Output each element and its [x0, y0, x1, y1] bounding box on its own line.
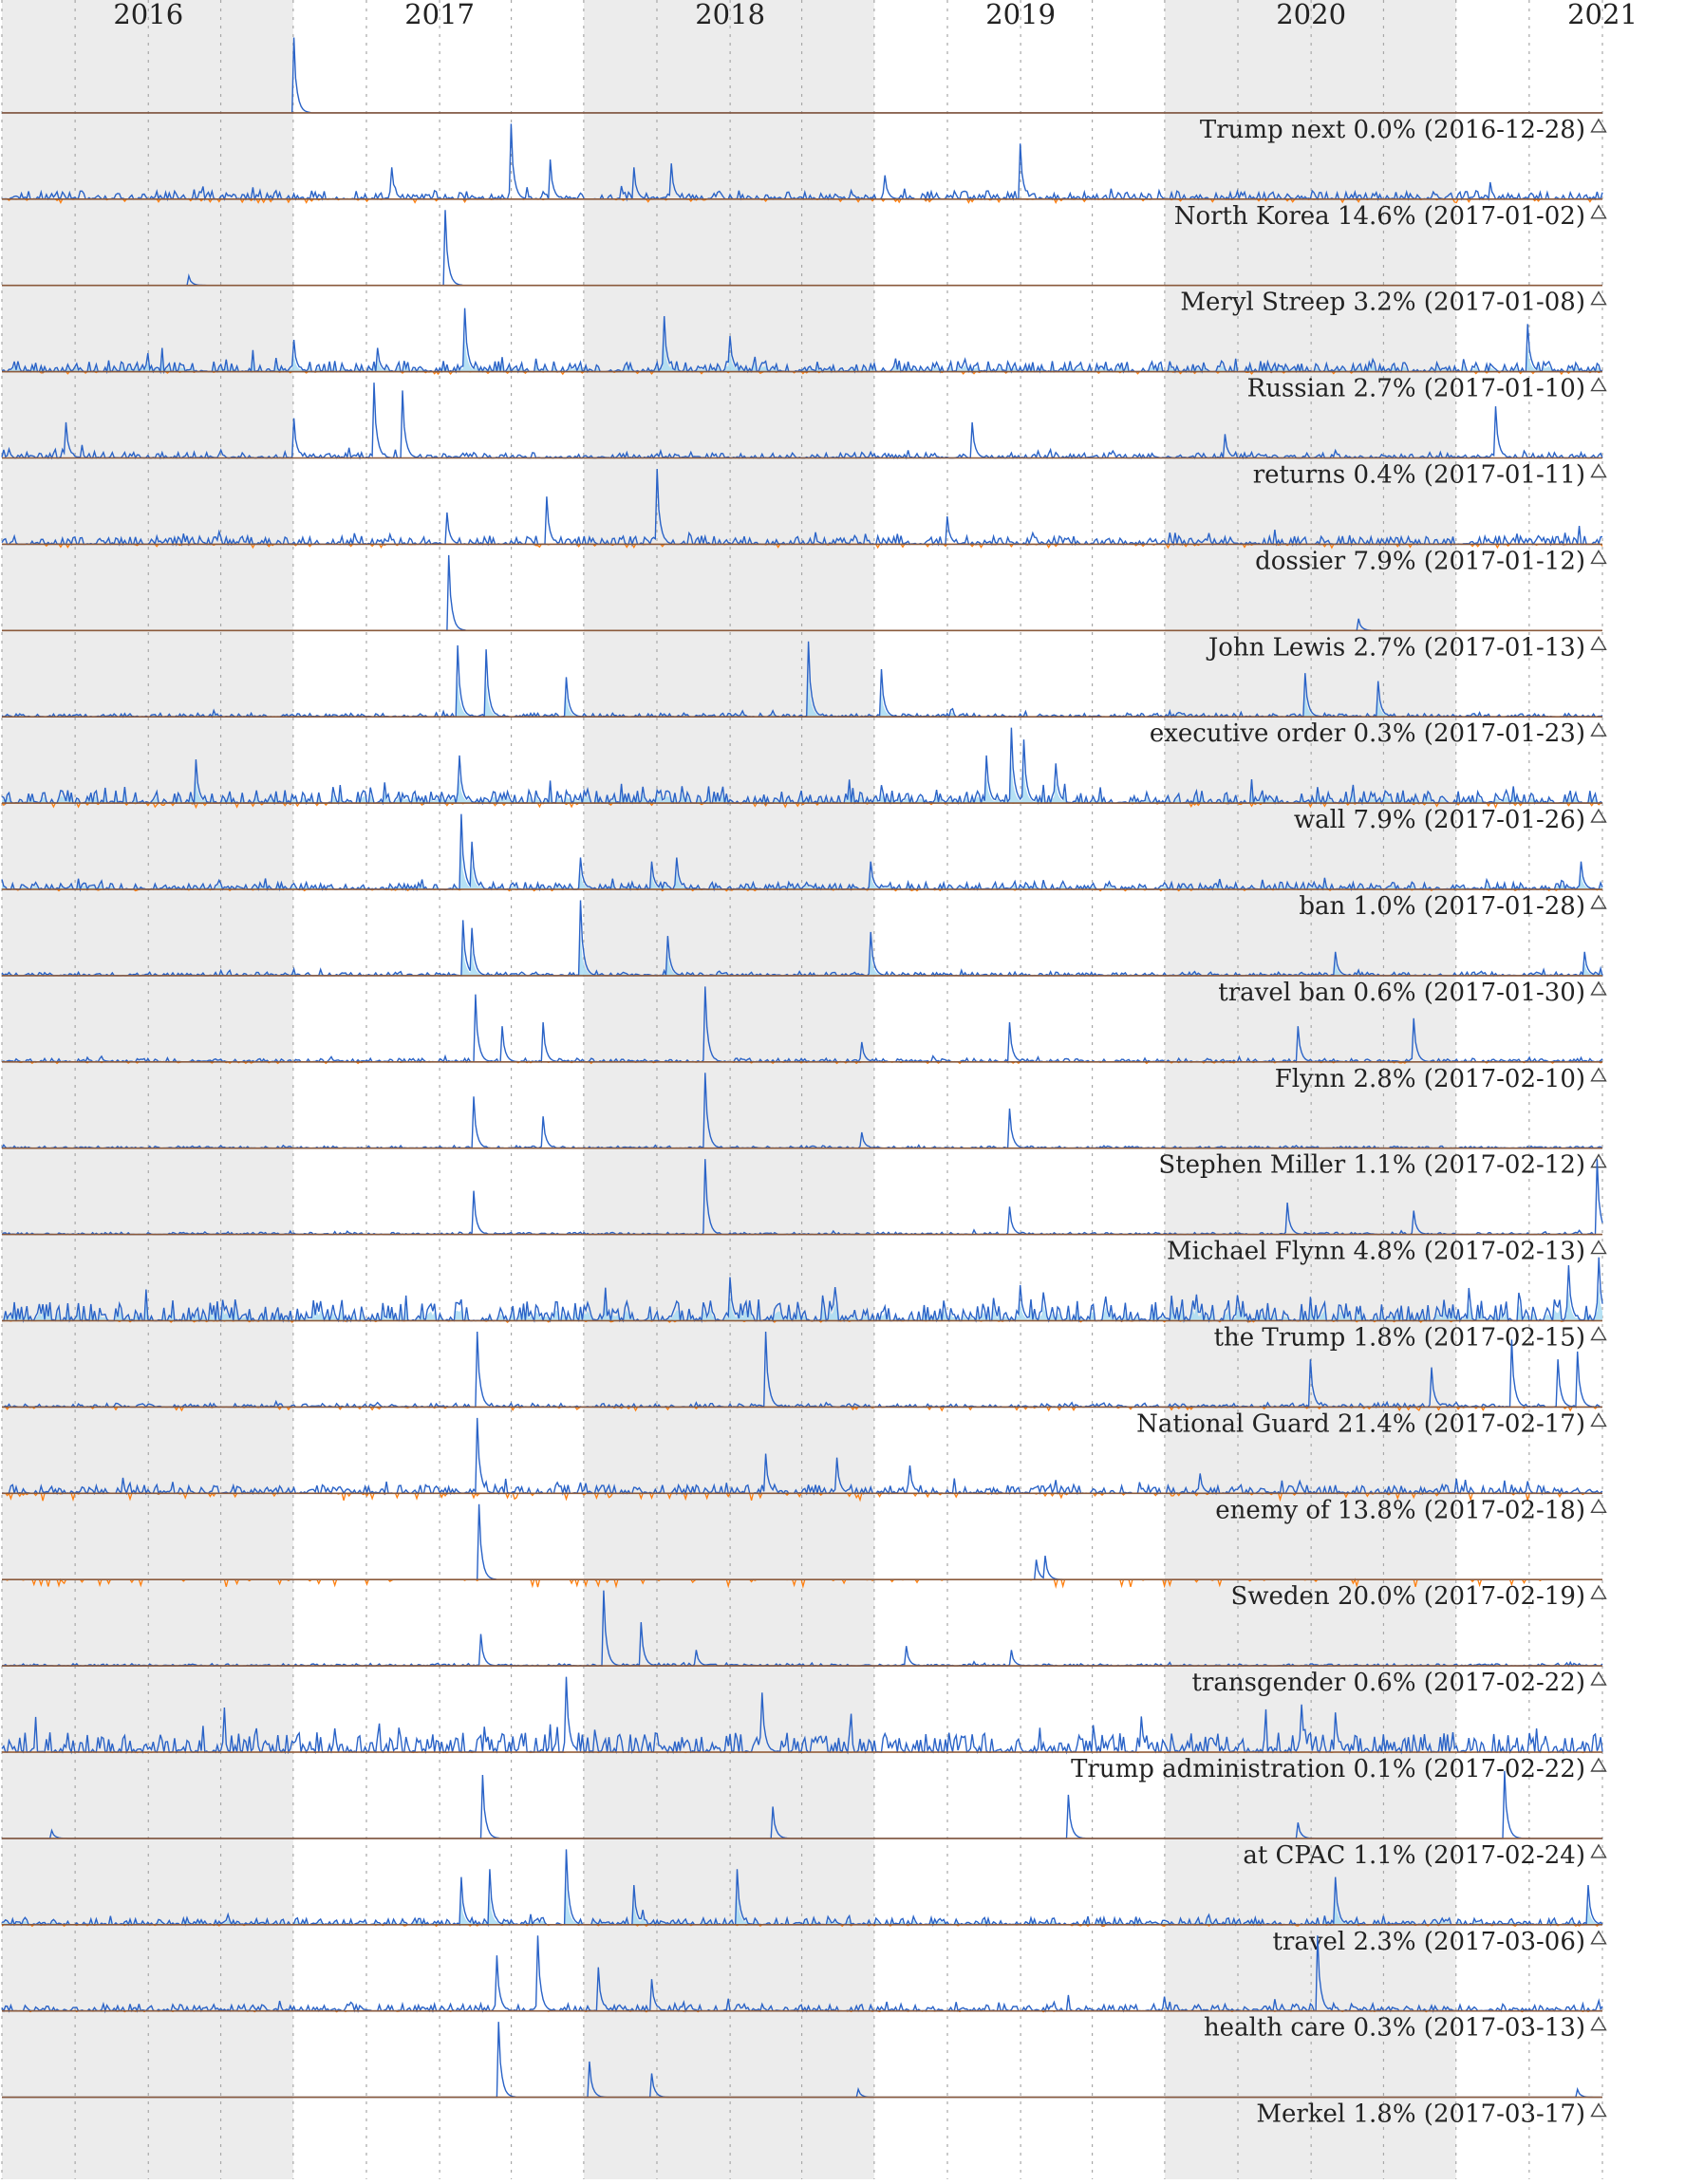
triangle-up-icon — [1590, 894, 1607, 909]
panel-label: the Trump 1.8% (2017-02-15) — [1214, 1324, 1585, 1353]
triangle-up-icon — [1590, 1930, 1607, 1945]
panel-label: at CPAC 1.1% (2017-02-24) — [1243, 1841, 1585, 1870]
panel-11: travel ban 0.6% (2017-01-30) — [1, 900, 1607, 1007]
triangle-up-icon — [1590, 1671, 1607, 1686]
year-axis: 2016 2017 2018 2019 2020 2021 — [113, 0, 1638, 30]
triangle-up-icon — [1590, 204, 1607, 219]
panel-2: North Korea 14.6% (2017-01-02) — [1, 123, 1607, 231]
series-line — [1, 1935, 1603, 2014]
triangle-up-icon — [1590, 1498, 1607, 1513]
panel-19: transgender 0.6% (2017-02-22) — [2, 1590, 1607, 1697]
triangle-up-icon — [1590, 463, 1607, 478]
panel-label: dossier 7.9% (2017-01-12) — [1255, 547, 1585, 575]
panel-23: health care 0.3% (2017-03-13) — [1, 1935, 1607, 2043]
panel-3: Meryl Streep 3.2% (2017-01-08) — [2, 210, 1607, 317]
year-tick-label: 2018 — [695, 0, 765, 30]
shaded-band — [1164, 0, 1456, 2179]
series-line — [1, 123, 1603, 202]
panel-label: travel 2.3% (2017-03-06) — [1272, 1928, 1585, 1956]
panels: Trump next 0.0% (2016-12-28) North Korea … — [1, 37, 1607, 2129]
panel-label: executive order 0.3% (2017-01-23) — [1150, 719, 1585, 748]
triangle-up-icon — [1590, 721, 1607, 737]
panel-label: Trump next 0.0% (2016-12-28) — [1200, 116, 1585, 144]
panel-12: Flynn 2.8% (2017-02-10) — [1, 986, 1607, 1093]
triangle-up-icon — [1590, 1067, 1607, 1082]
triangle-up-icon — [1590, 549, 1607, 565]
panel-label: transgender 0.6% (2017-02-22) — [1192, 1669, 1585, 1697]
year-tick-label: 2016 — [113, 0, 183, 30]
panel-label: National Guard 21.4% (2017-02-17) — [1136, 1409, 1585, 1438]
triangle-up-icon — [1590, 1153, 1607, 1168]
triangle-up-icon — [1590, 118, 1607, 133]
panel-label: wall 7.9% (2017-01-26) — [1294, 806, 1585, 834]
panel-label: enemy of 13.8% (2017-02-18) — [1215, 1496, 1585, 1524]
triangle-up-icon — [1590, 2102, 1607, 2118]
series-line — [1, 1676, 1603, 1755]
panel-14: Michael Flynn 4.8% (2017-02-13) — [1, 1159, 1607, 1266]
panel-7: John Lewis 2.7% (2017-01-13) — [2, 554, 1607, 662]
panel-label: Russian 2.7% (2017-01-10) — [1247, 375, 1585, 403]
shaded-band — [583, 0, 874, 2179]
panel-label: health care 0.3% (2017-03-13) — [1204, 2014, 1585, 2043]
triangle-up-icon — [1590, 377, 1607, 392]
panel-21: at CPAC 1.1% (2017-02-24) — [2, 1770, 1607, 1870]
triangle-up-icon — [1590, 1757, 1607, 1772]
panel-label: North Korea 14.6% (2017-01-02) — [1174, 202, 1585, 231]
panel-24: Merkel 1.8% (2017-03-17) — [2, 2022, 1607, 2129]
panel-label: Meryl Streep 3.2% (2017-01-08) — [1180, 289, 1585, 317]
panel-9: wall 7.9% (2017-01-26) — [1, 727, 1607, 834]
panel-label: ban 1.0% (2017-01-28) — [1299, 892, 1585, 921]
panel-4: Russian 2.7% (2017-01-10) — [1, 308, 1607, 403]
panel-label: returns 0.4% (2017-01-11) — [1253, 461, 1585, 490]
panel-13: Stephen Miller 1.1% (2017-02-12) — [1, 1073, 1607, 1180]
panel-label: Trump administration 0.1% (2017-02-22) — [1071, 1755, 1585, 1783]
triangle-up-icon — [1590, 1240, 1607, 1255]
panel-17: enemy of 13.8% (2017-02-18) — [1, 1417, 1607, 1524]
panel-1: Trump next 0.0% (2016-12-28) — [2, 37, 1607, 144]
shaded-band — [2, 0, 293, 2179]
triangle-up-icon — [1590, 2016, 1607, 2031]
panel-8: executive order 0.3% (2017-01-23) — [1, 641, 1607, 748]
panel-6: dossier 7.9% (2017-01-12) — [1, 468, 1607, 575]
series-line — [1, 308, 1603, 375]
panel-label: Flynn 2.8% (2017-02-10) — [1275, 1065, 1585, 1093]
panel-22: travel 2.3% (2017-03-06) — [1, 1849, 1607, 1956]
panel-label: Stephen Miller 1.1% (2017-02-12) — [1158, 1151, 1585, 1180]
panel-20: Trump administration 0.1% (2017-02-22) — [1, 1676, 1607, 1783]
series-line — [1, 1417, 1603, 1496]
triangle-up-icon — [1590, 290, 1607, 306]
panel-10: ban 1.0% (2017-01-28) — [1, 813, 1607, 921]
triangle-up-icon — [1590, 1411, 1607, 1428]
panel-label: John Lewis 2.7% (2017-01-13) — [1206, 633, 1585, 662]
triangle-up-icon — [1590, 808, 1607, 823]
triangle-up-icon — [1590, 1843, 1607, 1858]
panel-label: travel ban 0.6% (2017-01-30) — [1218, 979, 1585, 1007]
panel-label: Michael Flynn 4.8% (2017-02-13) — [1167, 1238, 1585, 1266]
year-tick-label: 2019 — [985, 0, 1056, 30]
triangle-up-icon — [1590, 980, 1607, 996]
panel-label: Merkel 1.8% (2017-03-17) — [1256, 2100, 1585, 2129]
year-tick-label: 2020 — [1276, 0, 1346, 30]
triangle-up-icon — [1590, 1326, 1607, 1341]
panel-15: the Trump 1.8% (2017-02-15) — [1, 1257, 1607, 1353]
panel-5: returns 0.4% (2017-01-11) — [1, 383, 1607, 490]
triangle-up-icon — [1590, 635, 1607, 650]
panel-label: Sweden 20.0% (2017-02-19) — [1230, 1582, 1585, 1611]
year-tick-label: 2021 — [1567, 0, 1638, 30]
series-fill — [2, 336, 1602, 372]
triangle-up-icon — [1590, 1584, 1607, 1599]
year-tick-label: 2017 — [404, 0, 475, 30]
panel-18: Sweden 20.0% (2017-02-19) — [2, 1503, 1607, 1611]
panel-16: National Guard 21.4% (2017-02-17) — [1, 1331, 1607, 1438]
